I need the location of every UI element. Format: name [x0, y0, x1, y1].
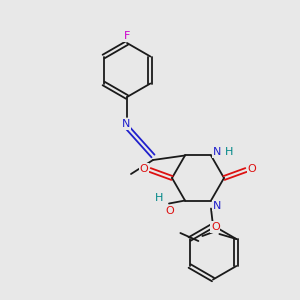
Text: H: H — [155, 193, 163, 202]
Text: N: N — [122, 119, 130, 129]
Text: N: N — [213, 148, 221, 158]
Text: O: O — [140, 164, 148, 174]
Text: N: N — [213, 200, 221, 211]
Text: O: O — [166, 206, 174, 215]
Text: O: O — [248, 164, 256, 174]
Text: O: O — [211, 222, 220, 232]
Text: F: F — [124, 31, 130, 41]
Text: H: H — [225, 148, 233, 158]
